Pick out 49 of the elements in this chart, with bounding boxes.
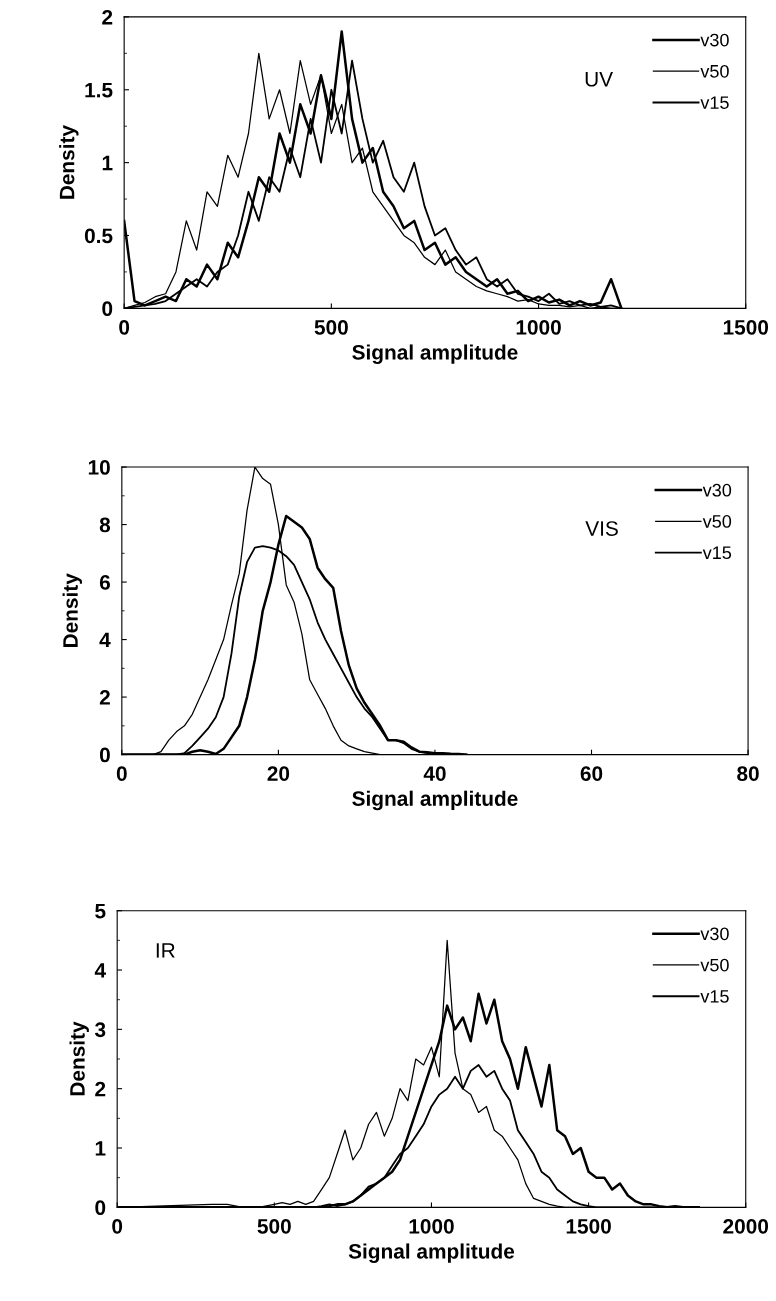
annotation: VIS [585,521,618,536]
x-tick-label: 80 [737,766,759,781]
legend-label: v50 [700,958,729,972]
legend-label: v30 [700,33,729,47]
y-tick-label: 0.5 [84,228,113,244]
y-tick-label: 4 [99,632,111,648]
x-tick-label: 2000 [723,1218,769,1234]
y-tick-label: 0 [99,747,110,763]
y-tick-label: 5 [95,903,106,919]
x-tick-label: 20 [267,766,290,781]
x-tick-label: 500 [257,1218,291,1234]
y-tick-label: 0 [95,1200,106,1216]
x-axis-title: Signal amplitude [352,344,518,364]
legend-label: v50 [700,64,729,78]
y-tick-label: 1 [102,155,113,171]
legend-label: v30 [702,483,732,497]
legend-label: v15 [700,990,729,1003]
y-tick-label: 8 [99,517,111,533]
y-tick-label: 10 [88,460,110,475]
y-tick-label: 0 [102,301,113,317]
x-tick-label: 500 [314,320,348,335]
y-axis-title: Density [69,1021,89,1096]
legend-label: v15 [702,546,732,560]
y-axis-title: Density [62,573,82,648]
legend-label: v50 [702,515,732,528]
y-tick-label: 6 [99,575,110,590]
x-tick-label: 1500 [723,320,769,335]
y-tick-label: 2 [99,690,110,705]
x-tick-label: 40 [423,766,446,781]
y-tick-label: 2 [95,1081,106,1097]
annotation: IR [156,943,175,958]
y-axis-title: Density [59,125,79,199]
legend-label: v15 [700,96,729,109]
y-tick-label: 1 [95,1141,106,1156]
y-tick-label: 1.5 [85,82,113,98]
x-tick-label: 1500 [566,1218,611,1234]
y-tick-label: 4 [94,963,106,978]
legend-label: v30 [700,927,729,941]
y-tick-label: 3 [94,1022,106,1038]
annotation: UV [585,72,613,87]
x-tick-label: 0 [119,320,130,335]
x-tick-label: 60 [580,766,603,781]
x-tick-label: 1000 [409,1218,454,1234]
y-tick-label: 2 [102,9,113,25]
x-axis-title: Signal amplitude [352,790,518,811]
x-axis-title: Signal amplitude [348,1243,515,1263]
x-tick-label: 1000 [516,320,561,335]
x-tick-label: 0 [112,1218,123,1234]
x-tick-label: 0 [116,766,127,781]
